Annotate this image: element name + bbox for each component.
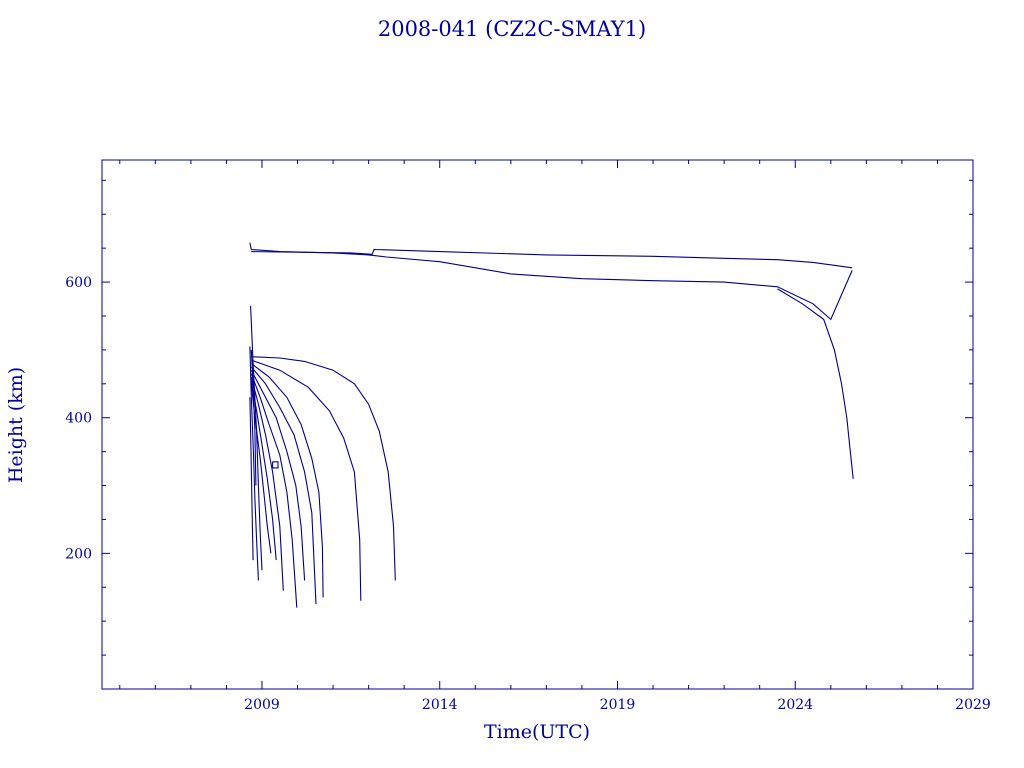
x-tick-label: 2014	[422, 697, 458, 713]
series-line-2	[251, 248, 853, 269]
series-line-9	[250, 373, 298, 608]
y-tick-label: 400	[65, 411, 92, 427]
series-line-8	[250, 369, 306, 581]
series-line-1	[249, 242, 853, 321]
series-line-6	[250, 363, 324, 598]
y-axis-label: Height (km)	[5, 367, 27, 483]
series-line-5	[251, 359, 362, 601]
series-line-10	[250, 376, 284, 591]
axis-tick-labels: 2009 2014 2019 2024 2029 200 400 600	[65, 275, 991, 713]
x-tick-label: 2029	[955, 697, 991, 713]
y-tick-label: 600	[65, 275, 92, 291]
axis-ticks	[102, 160, 973, 689]
series-line-16	[250, 349, 257, 486]
series-line-15	[249, 397, 254, 561]
x-tick-label: 2009	[244, 697, 280, 713]
series-line-13	[250, 305, 263, 571]
series-line-3	[777, 288, 854, 479]
x-axis-label: Time(UTC)	[484, 721, 590, 743]
x-tick-label: 2019	[600, 697, 636, 713]
series-group	[249, 242, 854, 608]
y-tick-label: 200	[65, 546, 92, 562]
series-line-4	[251, 356, 396, 581]
series-line-17	[272, 461, 279, 469]
series-line-14	[249, 346, 259, 581]
chart-title: 2008-041 (CZ2C-SMAY1)	[378, 17, 646, 41]
plot-frame	[101, 159, 974, 690]
series-line-7	[250, 366, 317, 605]
x-tick-label: 2024	[777, 697, 813, 713]
